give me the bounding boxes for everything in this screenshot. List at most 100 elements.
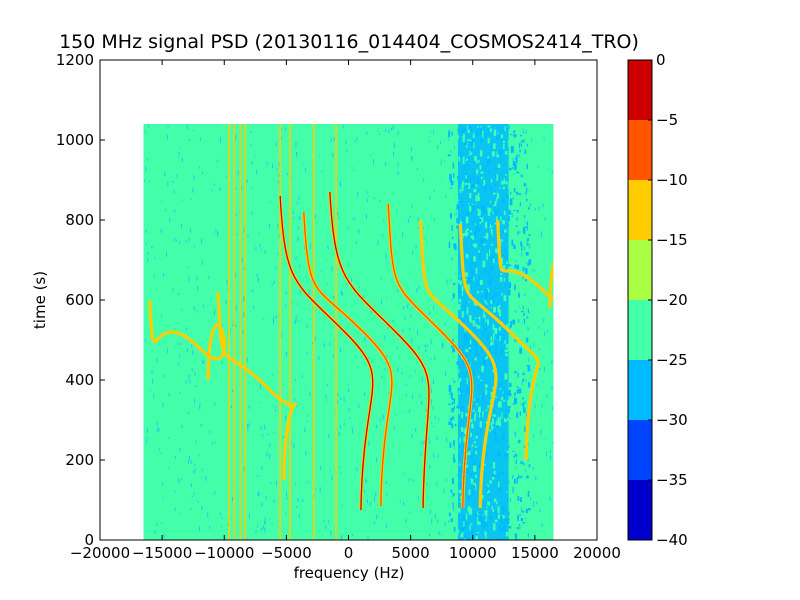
low-power-speck bbox=[524, 426, 526, 432]
low-power-speck bbox=[504, 151, 508, 155]
low-power-speck bbox=[453, 454, 455, 460]
low-power-speck bbox=[496, 151, 499, 158]
low-power-speck bbox=[525, 198, 528, 202]
low-power-speck bbox=[526, 357, 528, 359]
low-power-speck bbox=[525, 192, 527, 195]
noise-speck bbox=[260, 402, 262, 404]
low-power-speck bbox=[493, 293, 497, 296]
low-power-speck bbox=[473, 461, 477, 467]
noise-speck bbox=[229, 328, 231, 333]
low-power-speck bbox=[514, 371, 517, 374]
noise-speck bbox=[294, 482, 296, 485]
noise-speck bbox=[441, 342, 443, 347]
noise-speck bbox=[214, 441, 216, 444]
low-power-speck bbox=[466, 386, 469, 393]
noise-speck bbox=[402, 410, 404, 413]
low-power-speck bbox=[468, 315, 472, 322]
low-power-speck bbox=[479, 150, 483, 157]
noise-speck bbox=[552, 441, 554, 444]
noise-speck bbox=[190, 228, 192, 233]
low-power-speck bbox=[461, 379, 463, 383]
low-power-speck bbox=[523, 217, 526, 220]
low-power-speck bbox=[467, 139, 470, 142]
colorbar-tick-label: −35 bbox=[656, 471, 688, 489]
low-power-speck bbox=[448, 318, 450, 325]
noise-speck bbox=[312, 342, 314, 345]
noise-speck bbox=[444, 160, 446, 162]
noise-speck bbox=[251, 161, 253, 165]
low-power-speck bbox=[467, 452, 470, 456]
low-power-speck bbox=[469, 508, 473, 515]
noise-speck bbox=[200, 423, 202, 427]
noise-speck bbox=[342, 291, 344, 297]
low-power-speck bbox=[518, 393, 521, 396]
colorbar-band bbox=[628, 180, 652, 240]
low-power-speck bbox=[475, 184, 478, 188]
noise-speck bbox=[419, 394, 421, 398]
low-power-speck bbox=[461, 318, 465, 325]
low-power-speck bbox=[490, 342, 492, 346]
noise-speck bbox=[366, 198, 368, 203]
noise-speck bbox=[172, 180, 174, 184]
low-power-speck bbox=[528, 382, 531, 388]
low-power-speck bbox=[468, 235, 470, 240]
noise-speck bbox=[392, 125, 394, 130]
noise-speck bbox=[408, 478, 410, 482]
noise-speck bbox=[261, 502, 263, 507]
noise-speck bbox=[302, 407, 304, 409]
low-power-speck bbox=[486, 485, 488, 492]
low-power-speck bbox=[508, 445, 510, 448]
low-power-speck bbox=[487, 206, 489, 212]
noise-speck bbox=[194, 398, 196, 403]
x-tick-label: −15000 bbox=[132, 544, 192, 562]
low-power-speck bbox=[452, 144, 454, 152]
noise-speck bbox=[146, 428, 148, 433]
low-power-speck bbox=[497, 506, 500, 514]
noise-speck bbox=[278, 162, 280, 167]
noise-speck bbox=[318, 355, 320, 360]
low-power-speck bbox=[517, 489, 520, 494]
low-power-speck bbox=[478, 254, 482, 258]
noise-speck bbox=[339, 466, 341, 469]
noise-speck bbox=[242, 330, 244, 334]
low-power-speck bbox=[525, 348, 528, 354]
noise-speck bbox=[273, 320, 275, 325]
low-power-speck bbox=[525, 136, 529, 139]
low-power-speck bbox=[492, 324, 495, 331]
noise-speck bbox=[145, 131, 147, 133]
low-power-speck bbox=[502, 199, 506, 204]
low-power-speck bbox=[492, 204, 495, 207]
noise-speck bbox=[297, 497, 299, 503]
noise-speck bbox=[431, 422, 433, 425]
low-power-speck bbox=[472, 172, 475, 179]
noise-speck bbox=[167, 348, 169, 354]
low-power-speck bbox=[487, 319, 489, 326]
noise-speck bbox=[286, 492, 288, 497]
low-power-speck bbox=[513, 378, 515, 386]
noise-speck bbox=[178, 156, 180, 158]
noise-speck bbox=[315, 488, 317, 491]
low-power-speck bbox=[468, 358, 471, 366]
noise-speck bbox=[407, 219, 409, 223]
low-power-speck bbox=[471, 269, 474, 276]
low-power-speck bbox=[481, 243, 483, 246]
noise-speck bbox=[539, 508, 541, 512]
low-power-speck bbox=[468, 340, 472, 347]
noise-speck bbox=[188, 411, 190, 415]
noise-speck bbox=[551, 385, 553, 389]
low-power-speck bbox=[457, 239, 461, 242]
low-power-speck bbox=[462, 233, 464, 239]
noise-speck bbox=[194, 468, 196, 474]
noise-speck bbox=[552, 344, 554, 346]
noise-speck bbox=[522, 305, 524, 309]
noise-speck bbox=[161, 314, 163, 317]
low-power-speck bbox=[462, 233, 466, 236]
x-tick-label: 10000 bbox=[449, 544, 497, 562]
colorbar-band bbox=[628, 240, 652, 300]
low-power-speck bbox=[500, 149, 504, 152]
noise-speck bbox=[193, 492, 195, 496]
low-power-speck bbox=[516, 393, 518, 400]
low-power-speck bbox=[448, 242, 451, 249]
low-power-speck bbox=[507, 452, 509, 457]
noise-speck bbox=[268, 223, 270, 229]
